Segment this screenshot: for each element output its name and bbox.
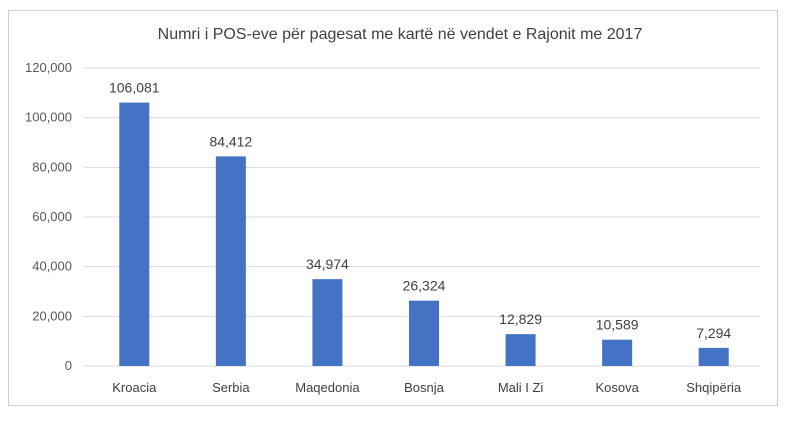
bar xyxy=(119,102,150,366)
data-label: 34,974 xyxy=(306,256,349,272)
data-label: 26,324 xyxy=(403,278,446,294)
category-label: Bosnja xyxy=(404,380,445,395)
bar xyxy=(505,334,536,366)
data-label: 84,412 xyxy=(209,133,252,149)
y-tick-label: 120,000 xyxy=(25,60,72,75)
category-label: Maqedonia xyxy=(295,380,360,395)
category-label: Kosova xyxy=(595,380,639,395)
bar xyxy=(312,279,343,366)
y-tick-label: 80,000 xyxy=(32,159,72,174)
y-tick-label: 20,000 xyxy=(32,308,72,323)
bar xyxy=(215,156,246,366)
y-tick-label: 0 xyxy=(65,358,72,373)
data-label: 10,589 xyxy=(596,317,639,333)
y-tick-label: 100,000 xyxy=(25,110,72,125)
data-label: 106,081 xyxy=(109,80,160,96)
bar xyxy=(698,347,729,366)
bar xyxy=(409,300,439,366)
category-label: Shqipëria xyxy=(686,380,742,395)
data-label: 7,294 xyxy=(696,325,731,341)
bar xyxy=(602,339,633,366)
category-label: Serbia xyxy=(212,380,250,395)
y-tick-label: 40,000 xyxy=(32,259,72,274)
category-label: Mali I Zi xyxy=(498,380,544,395)
chart-title: Numri i POS-eve për pagesat me kartë në … xyxy=(157,26,643,43)
y-tick-label: 60,000 xyxy=(32,209,72,224)
category-label: Kroacia xyxy=(112,380,157,395)
data-label: 12,829 xyxy=(499,311,542,327)
